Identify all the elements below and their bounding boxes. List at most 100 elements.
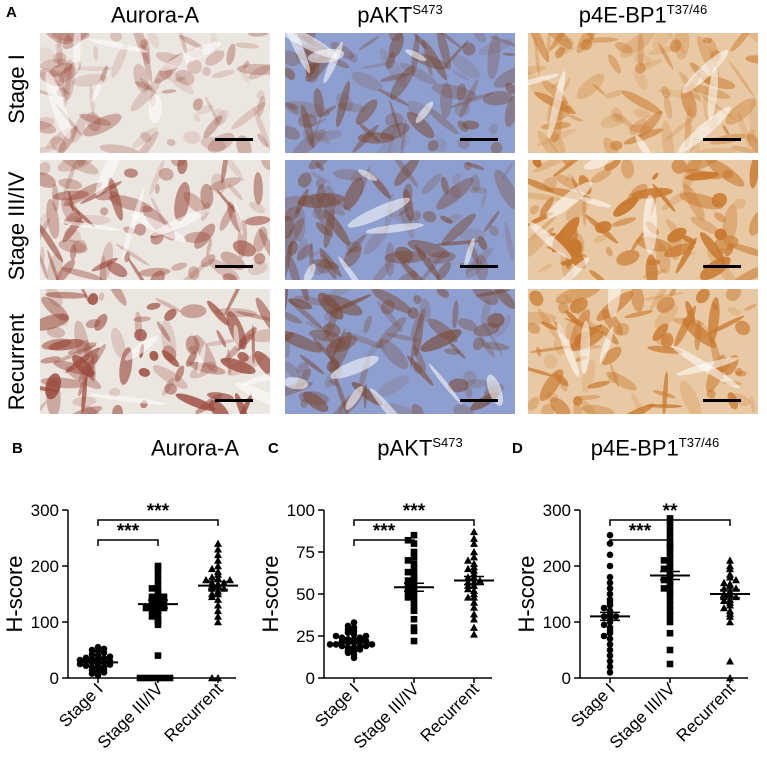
significance-bracket — [97, 519, 219, 526]
data-point — [606, 669, 614, 676]
data-point — [136, 674, 144, 682]
significance-label: *** — [373, 521, 396, 542]
data-point — [154, 582, 162, 589]
data-point — [606, 531, 614, 539]
data-point — [470, 553, 478, 561]
column-title-p4e-bp1: p4E-BP1T37/46 — [578, 2, 708, 28]
y-tick-label: 50 — [296, 585, 315, 604]
data-point — [410, 565, 418, 573]
data-point — [726, 587, 734, 595]
data-point — [214, 562, 222, 570]
data-point — [720, 604, 728, 612]
data-point — [410, 615, 418, 623]
data-point — [606, 663, 614, 671]
data-point — [606, 657, 614, 665]
y-tick-label: 75 — [296, 543, 315, 562]
data-point — [666, 601, 674, 609]
data-point — [464, 593, 472, 601]
significance-bracket — [97, 539, 159, 546]
data-point — [142, 674, 150, 682]
micrograph-aurora-a-stage-i — [40, 33, 270, 153]
data-point — [726, 579, 734, 588]
data-point — [470, 586, 478, 594]
data-point — [606, 573, 614, 581]
data-point — [338, 642, 346, 650]
panel-label-a: A — [6, 4, 17, 21]
data-point — [404, 594, 412, 601]
data-point — [154, 576, 162, 584]
data-point — [214, 601, 222, 609]
data-point — [464, 578, 472, 586]
data-point — [666, 629, 674, 637]
chart-title-p4e-bp1: p4E-BP1T37/46 — [590, 435, 720, 461]
data-point — [470, 578, 478, 586]
data-point — [142, 604, 150, 612]
scale-bar — [460, 138, 498, 141]
data-point — [362, 632, 370, 640]
x-tick-label: Recurrent — [161, 679, 227, 745]
data-point — [666, 613, 674, 620]
data-point — [160, 593, 168, 601]
data-point — [362, 642, 370, 650]
data-point — [404, 582, 412, 589]
data-point — [606, 646, 614, 654]
data-point — [666, 660, 674, 668]
data-point — [338, 634, 346, 641]
micrograph-p4e-bp1-stage-i — [528, 33, 758, 153]
scale-bar — [460, 265, 498, 268]
data-point — [154, 562, 162, 570]
data-point — [600, 632, 608, 640]
data-point — [220, 578, 228, 587]
y-tick-label: 0 — [306, 669, 315, 688]
scale-bar — [460, 399, 498, 402]
scale-bar — [703, 399, 741, 402]
data-point — [606, 551, 614, 559]
data-point — [410, 624, 418, 631]
data-point — [720, 578, 728, 587]
data-point — [470, 559, 478, 568]
data-point — [154, 587, 162, 595]
data-point — [666, 523, 674, 531]
micrograph-aurora-a-stage-iii-iv — [40, 160, 270, 280]
data-point — [326, 641, 334, 648]
data-point — [100, 645, 108, 653]
data-point — [214, 618, 222, 626]
data-point — [148, 593, 156, 601]
y-tick-label: 0 — [50, 669, 59, 688]
significance-label: *** — [117, 521, 140, 542]
data-point — [214, 674, 222, 682]
data-point — [148, 613, 156, 620]
data-point — [94, 643, 102, 651]
micrograph-pakt-stage-i — [285, 33, 515, 153]
data-point — [214, 567, 222, 575]
data-point — [666, 607, 674, 615]
y-tick-label: 100 — [543, 613, 571, 632]
data-point — [154, 603, 162, 610]
data-point — [470, 548, 478, 556]
data-point — [666, 646, 674, 654]
data-point — [660, 557, 668, 564]
data-point — [148, 674, 156, 682]
data-point — [410, 604, 418, 611]
data-point — [160, 674, 168, 682]
data-point — [410, 607, 418, 615]
data-point — [410, 553, 418, 561]
data-point — [410, 627, 418, 635]
micrograph-pakt-recurrent — [285, 289, 515, 414]
data-point — [404, 568, 412, 576]
data-point — [470, 534, 478, 542]
x-tick-label: Stage I — [311, 679, 363, 731]
data-point — [606, 624, 614, 631]
y-tick-label: 300 — [543, 501, 571, 520]
panel-label-b: B — [12, 440, 23, 457]
x-tick-label: Recurrent — [673, 679, 739, 745]
data-point — [606, 635, 614, 643]
data-point — [410, 573, 418, 581]
y-tick-label: 100 — [31, 613, 59, 632]
y-tick-label: 200 — [31, 557, 59, 576]
data-point — [470, 623, 478, 631]
data-point — [410, 548, 418, 556]
significance-bracket — [353, 519, 475, 526]
